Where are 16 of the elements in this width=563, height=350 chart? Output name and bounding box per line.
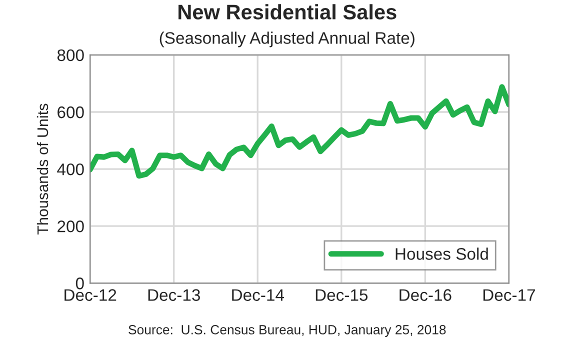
- chart-title: New Residential Sales: [178, 4, 396, 20]
- chart-subtitle: (Seasonally Adjusted Annual Rate): [160, 32, 414, 48]
- source-note: Source: U.S. Census Bureau, HUD, January 25, 2018: [128, 325, 446, 337]
- x-tick-label: Dec-13: [148, 289, 200, 301]
- y-tick-label: 800: [57, 49, 84, 62]
- y-tick-label: 600: [58, 106, 84, 118]
- x-tick-label: Dec-17: [483, 289, 535, 301]
- y-tick-label: 200: [58, 220, 84, 232]
- y-tick-label: 400: [57, 163, 84, 176]
- x-tick-label: Dec-12: [64, 289, 116, 301]
- y-axis-title: Thousands of Units: [36, 104, 48, 235]
- x-tick-label: Dec-14: [232, 289, 284, 301]
- x-tick-label: Dec-15: [316, 289, 368, 301]
- legend-label: Houses Sold: [396, 248, 488, 260]
- x-tick-label: Dec-16: [400, 289, 452, 301]
- y-tick-label: 0: [76, 278, 84, 290]
